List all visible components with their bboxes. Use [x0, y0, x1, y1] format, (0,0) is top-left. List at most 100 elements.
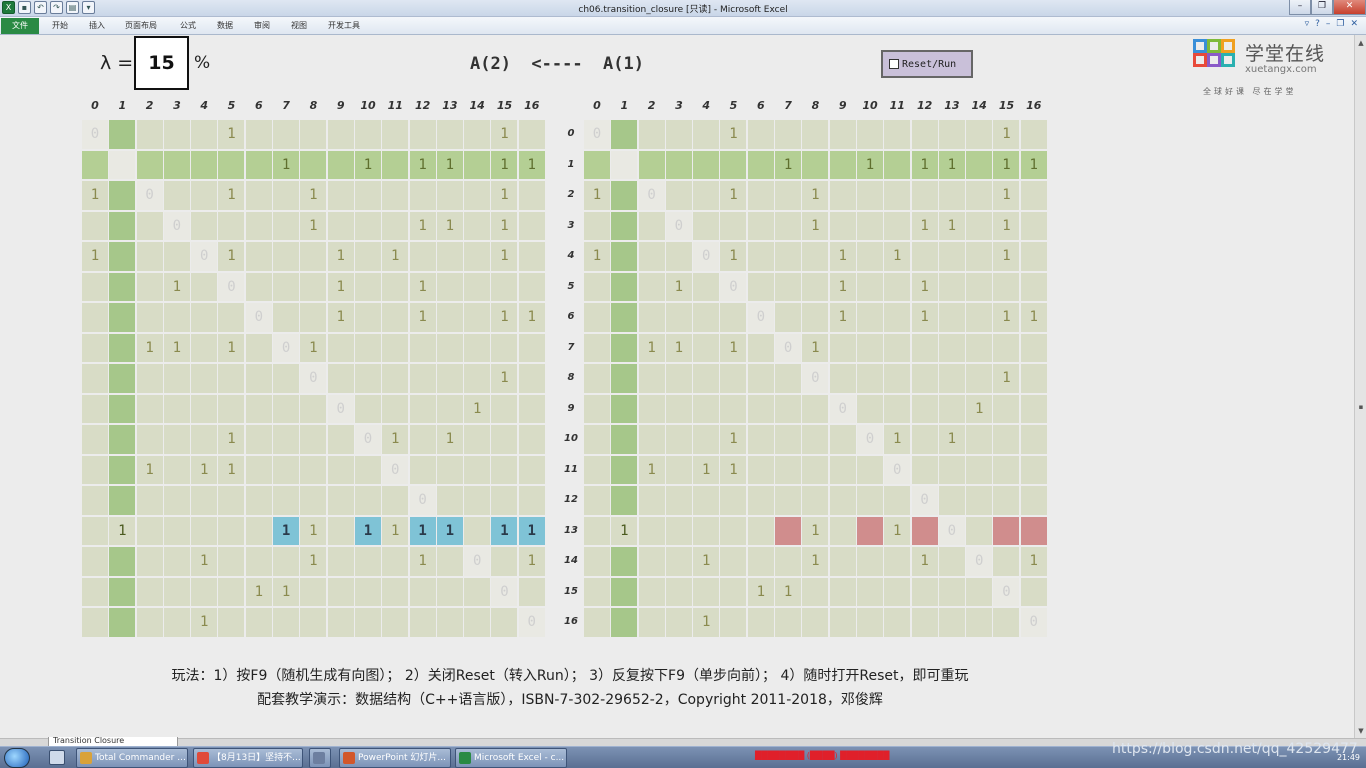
matrix-cell[interactable]	[693, 516, 720, 545]
matrix-cell[interactable]	[327, 486, 354, 515]
matrix-cell[interactable]	[665, 120, 692, 149]
matrix-cell[interactable]	[693, 303, 720, 332]
matrix-cell[interactable]	[136, 577, 163, 606]
matrix-cell[interactable]: 1	[409, 303, 436, 332]
matrix-cell[interactable]	[884, 333, 911, 362]
matrix-cell[interactable]	[382, 364, 409, 393]
matrix-cell[interactable]	[993, 516, 1020, 545]
matrix-cell[interactable]	[829, 211, 856, 240]
matrix-cell[interactable]	[884, 120, 911, 149]
matrix-cell[interactable]: 1	[136, 455, 163, 484]
undo-icon[interactable]: ↶	[34, 1, 47, 14]
matrix-cell[interactable]	[611, 547, 638, 576]
matrix-cell[interactable]	[747, 120, 774, 149]
matrix-cell[interactable]	[109, 577, 136, 606]
matrix-cell[interactable]: 0	[802, 364, 829, 393]
matrix-cell[interactable]	[300, 577, 327, 606]
matrix-cell[interactable]	[829, 486, 856, 515]
matrix-cell[interactable]	[884, 303, 911, 332]
matrix-cell[interactable]: 1	[327, 242, 354, 271]
matrix-cell[interactable]	[829, 364, 856, 393]
matrix-cell[interactable]: 1	[802, 211, 829, 240]
matrix-cell[interactable]	[884, 608, 911, 637]
matrix-cell[interactable]: 1	[665, 272, 692, 301]
matrix-cell[interactable]: 1	[993, 303, 1020, 332]
matrix-cell[interactable]	[747, 486, 774, 515]
matrix-cell[interactable]: 1	[218, 181, 245, 210]
checkbox-icon[interactable]	[889, 59, 899, 69]
matrix-cell[interactable]	[802, 303, 829, 332]
matrix-cell[interactable]: 0	[245, 303, 272, 332]
reset-run-checkbox[interactable]: Reset/Run	[881, 50, 973, 78]
matrix-cell[interactable]	[109, 242, 136, 271]
matrix-cell[interactable]	[218, 303, 245, 332]
matrix-cell[interactable]	[829, 333, 856, 362]
matrix-cell[interactable]	[273, 181, 300, 210]
matrix-cell[interactable]	[966, 608, 993, 637]
matrix-cell[interactable]	[884, 211, 911, 240]
matrix-cell[interactable]	[382, 394, 409, 423]
tab-insert[interactable]: 插入	[89, 21, 105, 30]
matrix-cell[interactable]	[491, 486, 518, 515]
matrix-cell[interactable]	[693, 211, 720, 240]
matrix-cell[interactable]	[911, 364, 938, 393]
matrix-cell[interactable]	[911, 425, 938, 454]
matrix-cell[interactable]: 1	[1020, 150, 1047, 179]
matrix-cell[interactable]: 1	[802, 333, 829, 362]
matrix-cell[interactable]	[409, 120, 436, 149]
matrix-cell[interactable]	[491, 394, 518, 423]
matrix-cell[interactable]: 0	[993, 577, 1020, 606]
matrix-cell[interactable]	[1020, 486, 1047, 515]
matrix-cell[interactable]: 1	[911, 547, 938, 576]
matrix-cell[interactable]	[856, 547, 883, 576]
matrix-cell[interactable]	[82, 577, 108, 606]
matrix-cell[interactable]	[218, 150, 245, 179]
save-icon[interactable]: ▪	[18, 1, 31, 14]
matrix-cell[interactable]	[802, 608, 829, 637]
matrix-cell[interactable]	[775, 181, 802, 210]
matrix-cell[interactable]	[884, 272, 911, 301]
matrix-cell[interactable]	[382, 150, 409, 179]
matrix-cell[interactable]	[1020, 394, 1047, 423]
matrix-cell[interactable]	[163, 486, 190, 515]
matrix-cell[interactable]	[436, 364, 463, 393]
matrix-cell[interactable]	[584, 303, 610, 332]
matrix-cell[interactable]	[775, 516, 802, 545]
matrix-cell[interactable]	[938, 547, 965, 576]
matrix-cell[interactable]	[966, 272, 993, 301]
matrix-cell[interactable]	[464, 364, 491, 393]
matrix-cell[interactable]	[300, 486, 327, 515]
matrix-cell[interactable]: 1	[218, 120, 245, 149]
matrix-cell[interactable]	[693, 394, 720, 423]
matrix-cell[interactable]	[245, 333, 272, 362]
matrix-cell[interactable]	[938, 333, 965, 362]
matrix-cell[interactable]	[638, 547, 665, 576]
matrix-cell[interactable]	[856, 333, 883, 362]
matrix-cell[interactable]: 0	[382, 455, 409, 484]
matrix-cell[interactable]	[82, 211, 108, 240]
matrix-cell[interactable]	[584, 577, 610, 606]
matrix-cell[interactable]	[191, 333, 218, 362]
matrix-cell[interactable]: 1	[829, 303, 856, 332]
matrix-cell[interactable]: 0	[966, 547, 993, 576]
matrix-cell[interactable]	[747, 150, 774, 179]
matrix-cell[interactable]	[518, 364, 545, 393]
matrix-cell[interactable]	[382, 577, 409, 606]
matrix-cell[interactable]	[829, 516, 856, 545]
matrix-cell[interactable]	[693, 272, 720, 301]
matrix-cell[interactable]: 1	[993, 150, 1020, 179]
matrix-cell[interactable]: 1	[911, 150, 938, 179]
matrix-cell[interactable]	[518, 333, 545, 362]
matrix-cell[interactable]	[993, 394, 1020, 423]
matrix-cell[interactable]	[464, 120, 491, 149]
matrix-cell[interactable]	[802, 486, 829, 515]
matrix-cell[interactable]	[191, 425, 218, 454]
matrix-cell[interactable]	[802, 272, 829, 301]
matrix-cell[interactable]	[638, 486, 665, 515]
matrix-cell[interactable]	[938, 364, 965, 393]
close-button[interactable]: ✕	[1333, 0, 1366, 15]
matrix-cell[interactable]	[109, 394, 136, 423]
matrix-cell[interactable]	[693, 120, 720, 149]
matrix-cell[interactable]	[747, 394, 774, 423]
matrix-cell[interactable]	[382, 181, 409, 210]
